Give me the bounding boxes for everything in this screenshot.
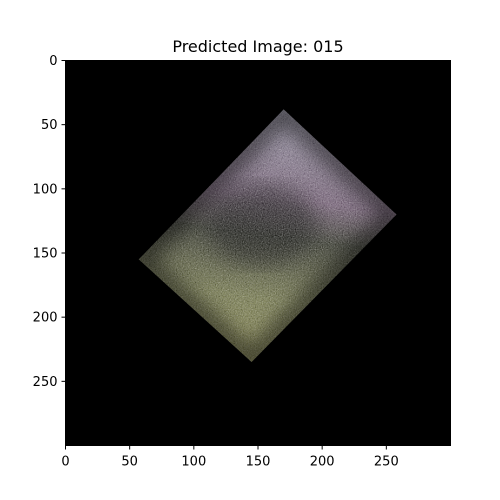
- x-axis: 0 50 100 150 200 250: [61, 445, 399, 470]
- y-tick-label: 100: [33, 182, 58, 197]
- x-tick-label: 250: [374, 455, 399, 470]
- y-tick-label: 200: [33, 311, 58, 326]
- y-tick-label: 50: [41, 118, 58, 133]
- y-tick-label: 250: [33, 375, 58, 390]
- y-tick-label: 0: [49, 54, 57, 69]
- x-tick-label: 0: [61, 455, 69, 470]
- x-tick-label: 150: [246, 455, 271, 470]
- x-tick-label: 200: [310, 455, 335, 470]
- x-tick-label: 50: [121, 455, 138, 470]
- chart-title: Predicted Image: 015: [172, 37, 343, 56]
- x-tick-label: 100: [181, 455, 206, 470]
- y-tick-label: 150: [33, 247, 58, 262]
- y-axis: 0 50 100 150 200 250: [33, 54, 66, 390]
